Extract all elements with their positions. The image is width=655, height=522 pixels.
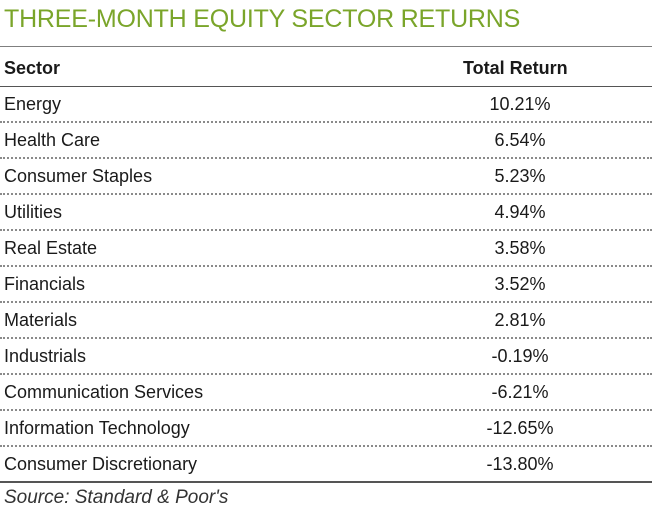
sector-cell: Financials	[4, 274, 86, 294]
table-row: Financials 3.52%	[0, 267, 652, 303]
table-row: Materials 2.81%	[0, 303, 652, 339]
returns-table: Sector Total Return Energy 10.21% Health…	[0, 46, 652, 483]
return-cell: -12.65%	[486, 418, 554, 438]
table-row: Real Estate 3.58%	[0, 231, 652, 267]
return-cell: 3.52%	[494, 274, 546, 294]
return-cell: -0.19%	[491, 346, 549, 366]
table-header: Sector Total Return	[0, 47, 652, 87]
page-title: THREE-MONTH EQUITY SECTOR RETURNS	[4, 5, 521, 33]
sector-cell: Materials	[4, 310, 78, 330]
return-cell: 2.81%	[494, 310, 546, 330]
table-row: Energy 10.21%	[0, 87, 652, 123]
source-note: Source: Standard & Poor's	[4, 487, 229, 508]
table-row: Health Care 6.54%	[0, 123, 652, 159]
table-row: Consumer Discretionary -13.80%	[0, 447, 652, 483]
sector-cell: Communication Services	[4, 382, 204, 402]
table-row: Communication Services -6.21%	[0, 375, 652, 411]
header-sector: Sector	[4, 58, 61, 78]
sector-cell: Utilities	[4, 202, 63, 222]
return-cell: 10.21%	[489, 94, 551, 114]
return-cell: 6.54%	[494, 130, 546, 150]
sector-cell: Real Estate	[4, 238, 98, 258]
sector-cell: Consumer Staples	[4, 166, 153, 186]
return-cell: -6.21%	[491, 382, 549, 402]
sector-cell: Health Care	[4, 130, 101, 150]
sector-cell: Information Technology	[4, 418, 190, 438]
return-cell: -13.80%	[486, 454, 554, 474]
header-total-return: Total Return	[463, 58, 568, 78]
return-cell: 3.58%	[494, 238, 546, 258]
table-row: Consumer Staples 5.23%	[0, 159, 652, 195]
sector-cell: Industrials	[4, 346, 87, 366]
sector-cell: Energy	[4, 94, 62, 114]
return-cell: 4.94%	[494, 202, 546, 222]
table-row: Industrials -0.19%	[0, 339, 652, 375]
sector-cell: Consumer Discretionary	[4, 454, 198, 474]
return-cell: 5.23%	[494, 166, 546, 186]
table-row: Utilities 4.94%	[0, 195, 652, 231]
table-row: Information Technology -12.65%	[0, 411, 652, 447]
